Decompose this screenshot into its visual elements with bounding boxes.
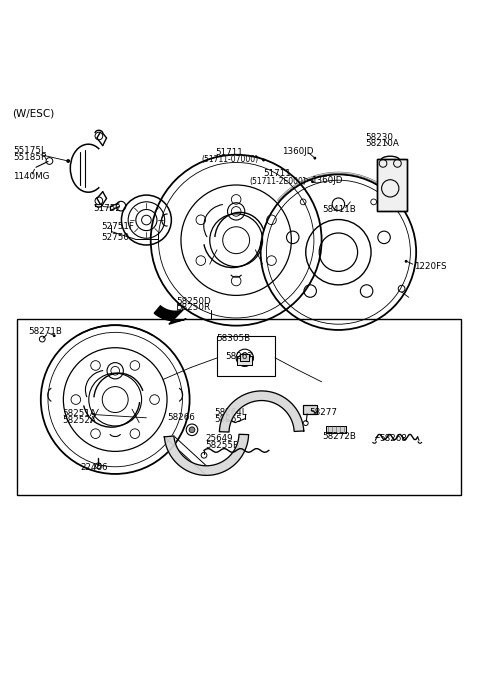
Bar — [326, 426, 346, 433]
Text: 58266: 58266 — [167, 413, 195, 422]
Text: (W/ESC): (W/ESC) — [12, 108, 54, 119]
Text: 58267: 58267 — [226, 352, 253, 361]
Bar — [217, 336, 275, 376]
Text: 22466: 22466 — [81, 463, 108, 472]
Text: 58271B: 58271B — [28, 327, 62, 336]
Text: 58252A: 58252A — [62, 416, 96, 425]
Circle shape — [311, 180, 314, 183]
Bar — [303, 405, 317, 414]
Text: 58305B: 58305B — [216, 334, 250, 343]
Bar — [237, 356, 252, 366]
Text: (51711-07000): (51711-07000) — [202, 155, 259, 164]
Bar — [237, 356, 252, 366]
Text: 58210A: 58210A — [366, 139, 400, 148]
Text: 1220FS: 1220FS — [414, 262, 446, 271]
Text: 25649: 25649 — [205, 434, 233, 443]
Text: 58277: 58277 — [310, 408, 337, 417]
Text: 58268: 58268 — [379, 434, 407, 443]
Text: 58272B: 58272B — [323, 432, 357, 441]
Bar — [377, 159, 407, 211]
Text: 58265: 58265 — [214, 415, 242, 424]
Circle shape — [405, 260, 408, 263]
Text: 51711: 51711 — [215, 148, 243, 157]
Text: 1360JD: 1360JD — [282, 147, 314, 156]
Polygon shape — [219, 391, 304, 432]
Text: 58255B: 58255B — [205, 441, 240, 450]
Text: 52750: 52750 — [101, 233, 129, 242]
Bar — [17, 319, 461, 494]
Circle shape — [189, 427, 195, 432]
Circle shape — [262, 159, 265, 162]
Text: 55185R: 55185R — [13, 153, 48, 162]
Text: 58250D: 58250D — [177, 297, 211, 306]
Text: 51752: 51752 — [94, 204, 121, 213]
Text: 52751F: 52751F — [101, 222, 133, 231]
Text: 1360JD: 1360JD — [311, 176, 343, 185]
Circle shape — [313, 157, 316, 160]
Bar — [326, 426, 346, 433]
Polygon shape — [164, 434, 249, 475]
Text: 58251A: 58251A — [62, 409, 96, 419]
Text: 58230: 58230 — [366, 132, 394, 141]
Bar — [240, 355, 249, 361]
Text: 58411B: 58411B — [323, 205, 356, 213]
Bar — [240, 355, 249, 361]
Bar — [303, 405, 317, 414]
Text: 58250R: 58250R — [177, 303, 211, 312]
Text: 51711: 51711 — [263, 169, 291, 179]
Polygon shape — [154, 306, 186, 324]
Bar — [377, 159, 407, 211]
Circle shape — [66, 159, 70, 163]
Circle shape — [53, 334, 56, 337]
Text: 1140MG: 1140MG — [13, 172, 50, 181]
Text: 55175L: 55175L — [13, 147, 46, 155]
Text: 58264L: 58264L — [214, 408, 247, 417]
Text: (51711-2E000): (51711-2E000) — [250, 177, 306, 186]
